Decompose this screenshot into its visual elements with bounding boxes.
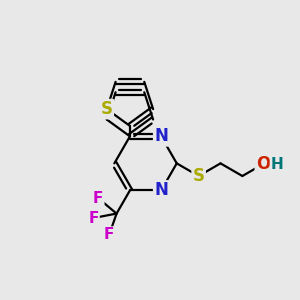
Text: F: F	[104, 227, 114, 242]
Text: F: F	[93, 190, 103, 206]
Text: N: N	[154, 182, 168, 200]
Text: F: F	[88, 211, 99, 226]
Text: S: S	[193, 167, 205, 185]
Text: N: N	[154, 127, 168, 145]
Text: S: S	[101, 100, 113, 118]
Text: H: H	[271, 157, 284, 172]
Text: O: O	[256, 155, 270, 173]
